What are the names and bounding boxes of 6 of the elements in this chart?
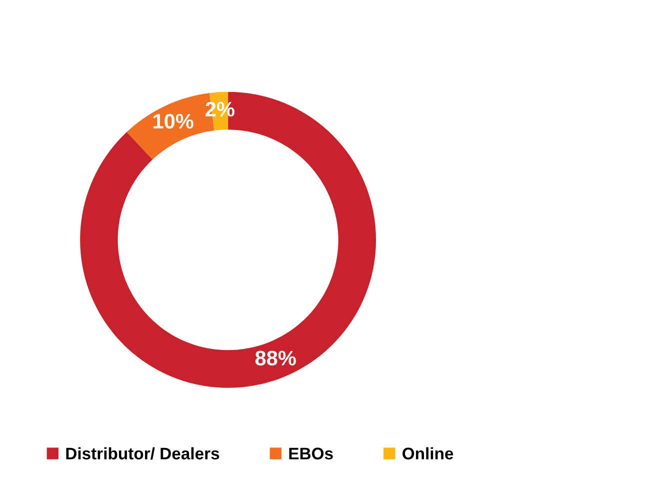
data-label: 10% bbox=[154, 114, 194, 129]
donut-slice bbox=[80, 92, 376, 388]
legend-label: Online bbox=[402, 447, 454, 460]
data-label: 88% bbox=[255, 350, 296, 366]
legend-label: Distributor/ Dealers bbox=[66, 447, 220, 460]
legend-label: EBOs bbox=[289, 448, 333, 460]
